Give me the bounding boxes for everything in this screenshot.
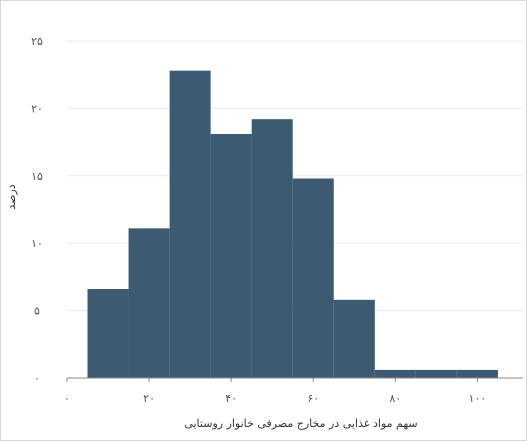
histogram-bar: [456, 369, 498, 378]
x-axis-ticks: ۰ ۲۰ ۴۰ ۶۰ ۸۰ ۱۰۰: [64, 378, 486, 405]
x-tick-label: ۲۰: [143, 392, 155, 405]
y-tick-label: ۵: [34, 305, 40, 318]
histogram-bar: [374, 369, 416, 378]
y-tick-label: ۱۵: [31, 170, 43, 183]
histogram-bar: [292, 178, 334, 378]
x-tick-label: ۴۰: [225, 392, 237, 405]
histogram-bar: [169, 70, 211, 378]
y-tick-label: ۰: [34, 372, 40, 385]
histogram-bar: [210, 134, 252, 378]
y-axis-title: درصد: [5, 184, 18, 209]
histogram-bar: [333, 299, 375, 378]
y-tick-label: ۱۰: [31, 237, 43, 250]
histogram-bar: [128, 228, 170, 378]
y-tick-label: ۲۵: [31, 35, 43, 48]
x-tick-label: ۰: [64, 392, 70, 405]
x-axis-title: سهم مواد غذایی در مخارج مصرفی خانوار روس…: [184, 417, 417, 430]
x-tick-label: ۶۰: [307, 392, 319, 405]
histogram-bar: [415, 369, 457, 378]
y-tick-label: ۲۰: [31, 102, 43, 115]
histogram-bars: [87, 70, 498, 379]
y-axis-ticks: ۰ ۵ ۱۰ ۱۵ ۲۰ ۲۵: [31, 35, 43, 385]
histogram-bar: [87, 289, 129, 378]
histogram-bar: [251, 119, 293, 379]
x-tick-label: ۱۰۰: [469, 392, 487, 405]
x-tick-label: ۸۰: [389, 392, 401, 405]
